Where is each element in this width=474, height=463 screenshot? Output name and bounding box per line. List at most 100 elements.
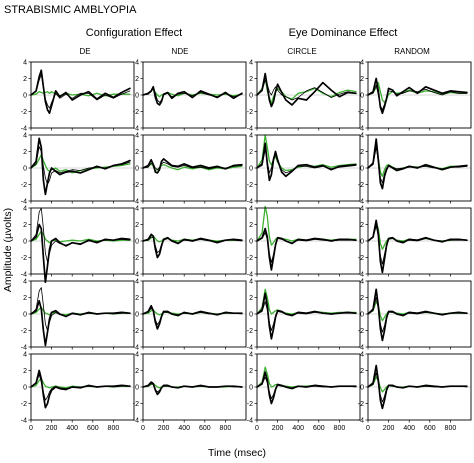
- y-tick-label: -4: [133, 344, 139, 351]
- y-tick-label: 4: [249, 205, 253, 212]
- trace-b: [367, 225, 468, 265]
- y-tick-label: -4: [21, 344, 27, 351]
- y-tick-label: -2: [133, 328, 139, 335]
- trace-b: [367, 147, 468, 184]
- y-tick-label: -4: [133, 125, 139, 132]
- x-tick-label: 0: [366, 425, 370, 432]
- panel-random-row-3: -4 -2 0 2 4: [358, 205, 472, 278]
- y-tick-label: -4: [133, 198, 139, 205]
- y-tick-label: 4: [249, 351, 253, 358]
- panel-grid: -4-2024-4-2024-4-2024-4-2024-4-2024-4-20…: [21, 59, 472, 432]
- y-tick-label: -2: [133, 255, 139, 262]
- y-tick-label: -2: [247, 328, 253, 335]
- trace-a: [256, 72, 357, 108]
- trace-a: [30, 299, 131, 347]
- y-tick-label: -4: [247, 344, 253, 351]
- y-tick-label: 2: [249, 222, 253, 229]
- trace-a: [30, 369, 131, 409]
- y-tick-label: -2: [133, 401, 139, 408]
- y-tick-label: 2: [23, 76, 27, 83]
- y-tick-label: 2: [360, 368, 364, 375]
- x-tick-label: 800: [108, 425, 120, 432]
- y-tick-label: 0: [135, 384, 139, 391]
- trace-a: [142, 158, 243, 174]
- y-tick-label: 2: [23, 368, 27, 375]
- y-tick-label: -4: [21, 125, 27, 132]
- y-tick-label: 4: [135, 132, 139, 139]
- x-tick-label: 0: [255, 425, 259, 432]
- column-label-random: RANDOM: [394, 47, 430, 56]
- y-tick-label: 4: [135, 278, 139, 285]
- x-tick-label: 0: [141, 425, 145, 432]
- trace-b: [256, 301, 357, 331]
- panel-random-row-4: -4 -2 0 2 4: [358, 278, 472, 351]
- y-tick-label: -2: [133, 182, 139, 189]
- panel-circle-row-4: -4 -2 0 2 4: [247, 278, 361, 351]
- trace-c: [367, 300, 468, 322]
- y-tick-label: -2: [21, 182, 27, 189]
- x-tick-label: 0: [29, 425, 33, 432]
- y-tick-label: 4: [360, 59, 364, 66]
- x-tick-label: 200: [158, 425, 170, 432]
- trace-b: [367, 297, 468, 333]
- y-tick-label: 0: [249, 238, 253, 245]
- trace-a: [142, 304, 243, 330]
- panel-nde-row-3: -4 -2 0 2 4: [133, 205, 247, 278]
- y-tick-label: 0: [249, 311, 253, 318]
- y-tick-label: -4: [247, 125, 253, 132]
- y-tick-label: -2: [358, 255, 364, 262]
- trace-a: [30, 69, 131, 115]
- x-tick-label: 200: [272, 425, 284, 432]
- trace-a: [367, 364, 468, 410]
- y-tick-label: 0: [23, 311, 27, 318]
- y-tick-label: 0: [135, 92, 139, 99]
- y-tick-label: -2: [358, 109, 364, 116]
- x-tick-label: 400: [292, 425, 304, 432]
- panel-random-row-2: -4 -2 0 2 4: [358, 132, 472, 205]
- y-tick-label: 2: [360, 222, 364, 229]
- y-tick-label: 0: [23, 165, 27, 172]
- panel-de-row-5: -4 -2 0 2 4 0 200 400 600 800: [21, 351, 135, 432]
- y-tick-label: -4: [133, 417, 139, 424]
- trace-a: [256, 371, 357, 405]
- trace-b: [30, 287, 131, 331]
- trace-c: [367, 144, 468, 177]
- y-tick-label: 2: [135, 222, 139, 229]
- trace-b: [367, 84, 468, 111]
- panel-de-row-2: -4 -2 0 2 4: [21, 132, 135, 205]
- y-tick-label: 4: [249, 278, 253, 285]
- y-tick-label: -4: [358, 417, 364, 424]
- trace-a: [256, 227, 357, 271]
- y-tick-label: 2: [360, 76, 364, 83]
- y-tick-label: -2: [21, 255, 27, 262]
- x-tick-label: 800: [220, 425, 232, 432]
- column-label-circle: CIRCLE: [287, 47, 316, 56]
- x-tick-label: 600: [313, 425, 325, 432]
- x-tick-label: 400: [178, 425, 190, 432]
- trace-b: [256, 79, 357, 101]
- y-tick-label: 0: [23, 92, 27, 99]
- eye-dominance-effect-title: Eye Dominance Effect: [289, 27, 398, 39]
- trace-a: [30, 137, 131, 196]
- y-tick-label: 4: [360, 278, 364, 285]
- y-tick-label: 4: [135, 351, 139, 358]
- y-tick-label: -4: [247, 417, 253, 424]
- y-tick-label: -2: [247, 109, 253, 116]
- y-tick-label: 0: [360, 165, 364, 172]
- y-tick-label: -2: [247, 401, 253, 408]
- y-tick-label: 0: [249, 92, 253, 99]
- y-tick-label: 4: [23, 205, 27, 212]
- y-tick-label: 2: [249, 295, 253, 302]
- panel-de-row-4: -4 -2 0 2 4: [21, 278, 135, 351]
- trace-a: [142, 85, 243, 106]
- trace-a: [256, 292, 357, 340]
- x-tick-label: 600: [87, 425, 99, 432]
- panel-circle-row-5: -4 -2 0 2 4 0 200 400 600 800: [247, 351, 361, 432]
- x-tick-label: 800: [445, 425, 457, 432]
- y-tick-label: 2: [360, 295, 364, 302]
- y-tick-label: 2: [135, 295, 139, 302]
- trace-b: [256, 232, 357, 263]
- y-tick-label: -2: [358, 328, 364, 335]
- y-tick-label: 4: [135, 59, 139, 66]
